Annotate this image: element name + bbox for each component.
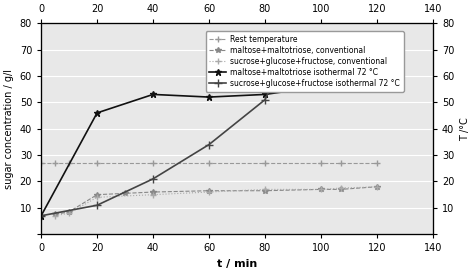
maltose+maltotriose, conventional	[94, 193, 100, 196]
maltose+maltotriose isothermal 72 °C	[206, 96, 212, 99]
Rest temperature	[52, 161, 58, 165]
sucrose+glucose+fructose, conventional	[374, 185, 380, 188]
sucrose+glucose+fructose, conventional	[52, 214, 58, 217]
sucrose+glucose+fructose isothermal 72 °C	[337, 40, 343, 43]
Y-axis label: T /°C: T /°C	[460, 117, 470, 141]
sucrose+glucose+fructose, conventional	[150, 193, 156, 196]
Y-axis label: sugar concentration / g/l: sugar concentration / g/l	[4, 69, 14, 189]
sucrose+glucose+fructose isothermal 72 °C	[374, 43, 380, 46]
maltose+maltotriose, conventional	[262, 189, 268, 192]
maltose+maltotriose, conventional	[318, 188, 324, 191]
sucrose+glucose+fructose, conventional	[66, 212, 72, 215]
maltose+maltotriose, conventional	[337, 188, 343, 191]
Rest temperature	[94, 161, 100, 165]
sucrose+glucose+fructose isothermal 72 °C	[38, 214, 44, 217]
sucrose+glucose+fructose, conventional	[262, 188, 268, 191]
maltose+maltotriose, conventional	[206, 189, 212, 192]
maltose+maltotriose isothermal 72 °C	[150, 93, 156, 96]
maltose+maltotriose isothermal 72 °C	[38, 214, 44, 217]
Line: sucrose+glucose+fructose, conventional: sucrose+glucose+fructose, conventional	[52, 184, 380, 219]
Rest temperature	[206, 161, 212, 165]
sucrose+glucose+fructose isothermal 72 °C	[150, 177, 156, 180]
Legend: Rest temperature, maltose+maltotriose, conventional, sucrose+glucose+fructose, c: Rest temperature, maltose+maltotriose, c…	[206, 31, 403, 91]
Rest temperature	[38, 161, 44, 165]
sucrose+glucose+fructose, conventional	[318, 188, 324, 191]
sucrose+glucose+fructose, conventional	[337, 186, 343, 190]
sucrose+glucose+fructose isothermal 72 °C	[262, 98, 268, 101]
maltose+maltotriose, conventional	[374, 185, 380, 188]
Rest temperature	[150, 161, 156, 165]
sucrose+glucose+fructose isothermal 72 °C	[318, 43, 324, 46]
maltose+maltotriose isothermal 72 °C	[318, 85, 324, 88]
sucrose+glucose+fructose isothermal 72 °C	[282, 56, 287, 59]
sucrose+glucose+fructose isothermal 72 °C	[206, 143, 212, 146]
maltose+maltotriose, conventional	[66, 210, 72, 213]
Line: Rest temperature: Rest temperature	[37, 159, 380, 167]
Rest temperature	[318, 161, 324, 165]
maltose+maltotriose, conventional	[122, 192, 128, 195]
Line: maltose+maltotriose isothermal 72 °C: maltose+maltotriose isothermal 72 °C	[37, 83, 380, 219]
maltose+maltotriose isothermal 72 °C	[94, 111, 100, 115]
Line: maltose+maltotriose, conventional: maltose+maltotriose, conventional	[52, 184, 380, 217]
maltose+maltotriose, conventional	[52, 213, 58, 216]
Rest temperature	[337, 161, 343, 165]
X-axis label: t / min: t / min	[217, 259, 257, 269]
maltose+maltotriose isothermal 72 °C	[374, 85, 380, 88]
Rest temperature	[66, 161, 72, 165]
maltose+maltotriose isothermal 72 °C	[337, 85, 343, 88]
sucrose+glucose+fructose isothermal 72 °C	[94, 204, 100, 207]
sucrose+glucose+fructose, conventional	[94, 196, 100, 199]
Line: sucrose+glucose+fructose isothermal 72 °C: sucrose+glucose+fructose isothermal 72 °…	[37, 37, 381, 220]
maltose+maltotriose isothermal 72 °C	[262, 93, 268, 96]
Rest temperature	[262, 161, 268, 165]
Rest temperature	[374, 161, 380, 165]
sucrose+glucose+fructose, conventional	[206, 190, 212, 194]
maltose+maltotriose, conventional	[150, 190, 156, 194]
